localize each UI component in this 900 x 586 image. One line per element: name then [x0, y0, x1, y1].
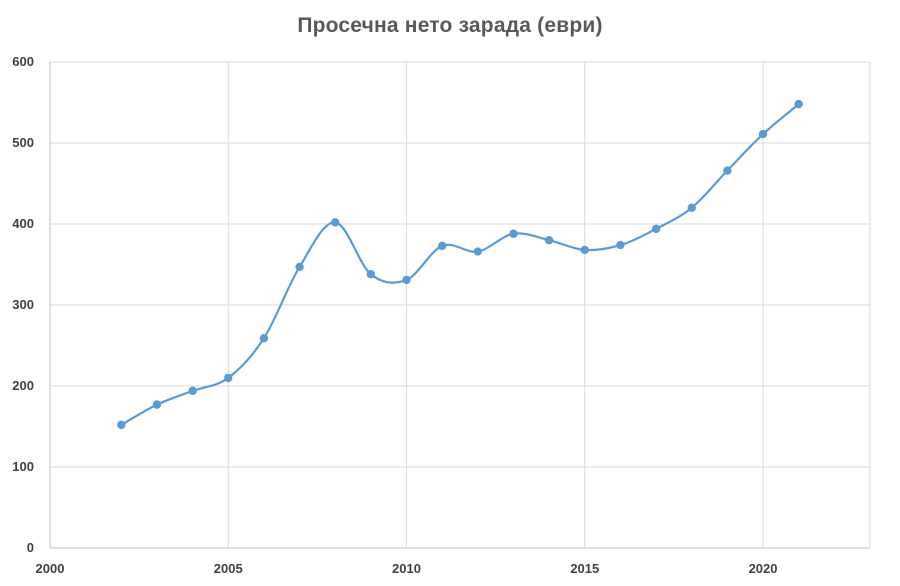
y-axis-ticks: 0 100 200 300 400 500 600 — [12, 54, 34, 555]
y-tick-label: 100 — [12, 459, 34, 474]
y-tick-label: 200 — [12, 378, 34, 393]
data-point — [117, 420, 126, 430]
data-point — [616, 240, 625, 250]
x-axis-ticks: 2000 2005 2010 2015 2020 — [36, 561, 778, 576]
gridlines — [49, 61, 871, 549]
chart-title: Просечна нето зарада (евpи) — [297, 14, 603, 37]
data-point — [794, 99, 803, 109]
data-point — [651, 224, 661, 234]
x-tick-label: 2005 — [214, 561, 243, 576]
x-tick-label: 2020 — [749, 561, 778, 576]
data-point — [152, 400, 162, 409]
x-tick-label: 2015 — [570, 561, 599, 576]
data-point — [331, 218, 340, 227]
data-point — [366, 270, 376, 279]
data-point — [295, 262, 304, 272]
data-point — [473, 247, 483, 256]
y-tick-label: 0 — [27, 540, 34, 555]
x-tick-label: 2000 — [36, 561, 65, 576]
y-tick-label: 400 — [12, 216, 34, 231]
data-point — [544, 236, 554, 245]
data-point — [687, 203, 696, 212]
series-layer — [117, 99, 803, 430]
y-tick-label: 600 — [12, 54, 34, 69]
data-point — [509, 229, 518, 238]
data-point — [758, 129, 768, 139]
data-point — [188, 386, 197, 396]
y-tick-label: 300 — [12, 297, 34, 312]
data-point — [224, 373, 233, 383]
y-tick-label: 500 — [12, 135, 34, 150]
data-point — [402, 275, 411, 285]
x-tick-label: 2010 — [392, 561, 421, 576]
data-point — [723, 166, 732, 175]
data-point — [437, 241, 447, 251]
series-line — [120, 103, 800, 426]
data-point — [259, 334, 269, 343]
data-point — [580, 245, 589, 255]
